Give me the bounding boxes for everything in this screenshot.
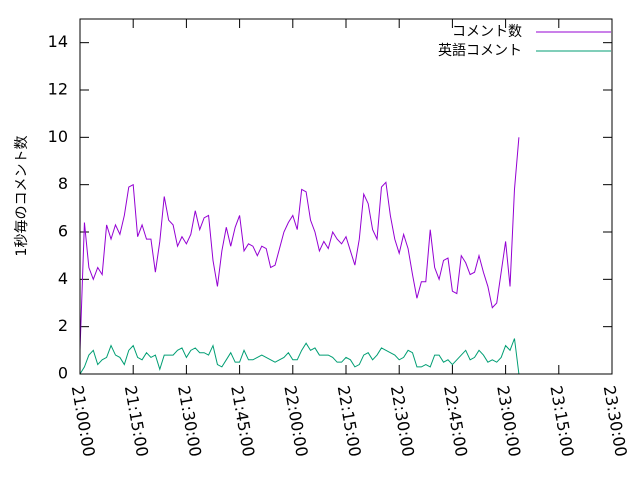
y-tick-label: 14 <box>48 32 68 51</box>
y-tick-label: 10 <box>48 127 68 146</box>
legend-label: コメント数 <box>452 24 522 40</box>
series-line-1 <box>79 137 520 351</box>
series-lines <box>79 137 520 375</box>
legend-label: 英語コメント <box>438 42 522 59</box>
y-tick-label: 4 <box>58 269 68 288</box>
y-tick-label: 2 <box>58 316 68 335</box>
y-tick-label: 12 <box>48 80 68 99</box>
y-tick-label: 6 <box>58 222 68 241</box>
y-tick-label: 0 <box>58 364 68 383</box>
y-axis-label: 1秒毎のコメント数 <box>14 136 30 257</box>
y-tick-label: 8 <box>58 174 68 193</box>
plot-frame <box>79 18 613 375</box>
series-line-2 <box>79 338 520 375</box>
